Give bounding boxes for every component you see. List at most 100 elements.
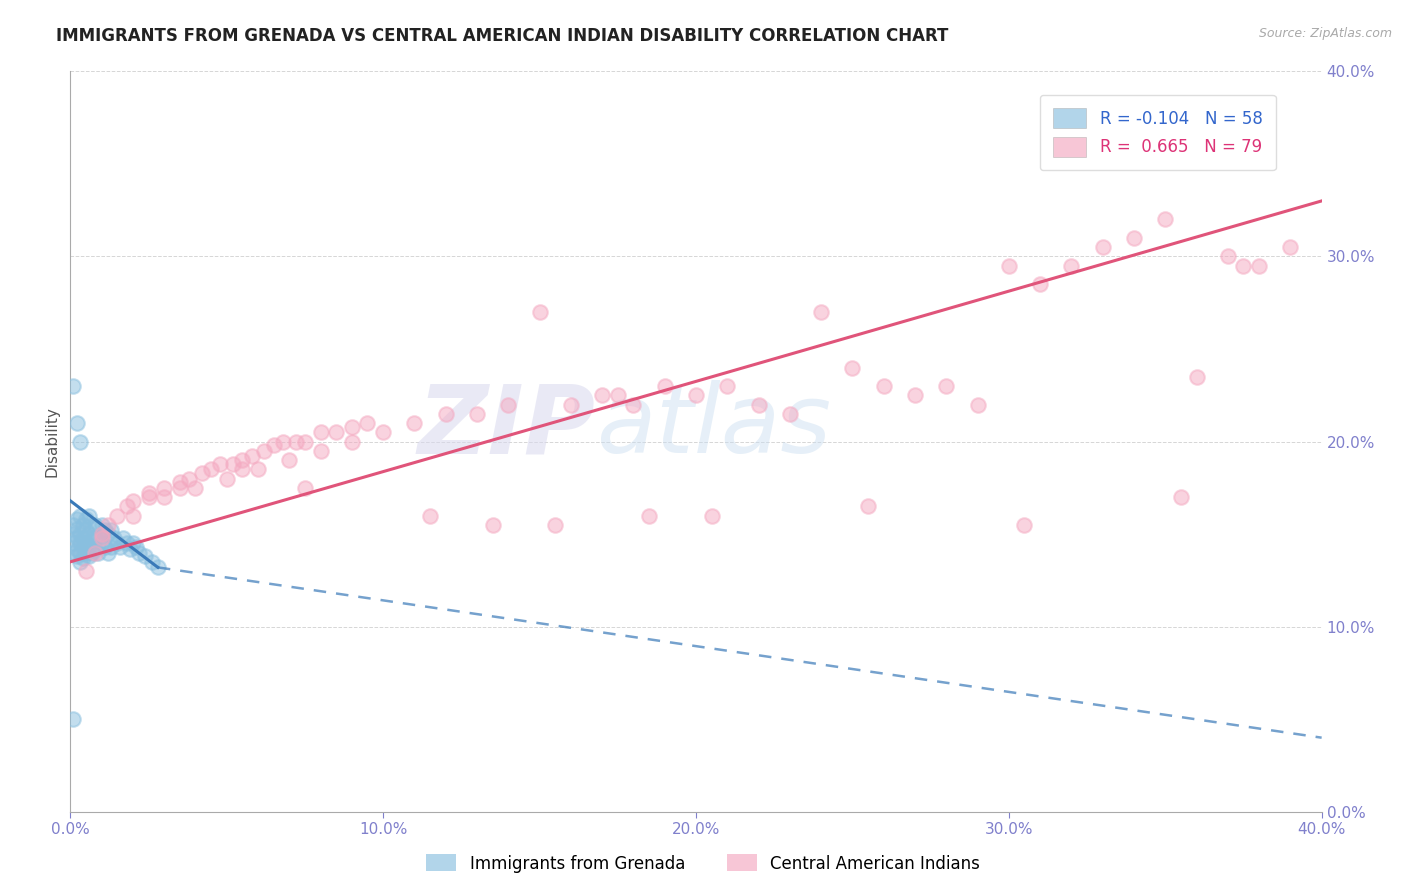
Point bbox=[72, 531, 94, 545]
Point bbox=[638, 508, 661, 523]
Point bbox=[65, 522, 87, 536]
Point bbox=[62, 517, 84, 532]
Point bbox=[125, 540, 148, 554]
Point bbox=[1029, 277, 1052, 292]
Point bbox=[75, 564, 97, 578]
Point bbox=[69, 508, 91, 523]
Point bbox=[93, 524, 115, 538]
Point bbox=[465, 407, 488, 421]
Point bbox=[90, 517, 112, 532]
Point bbox=[1216, 250, 1239, 264]
Point bbox=[84, 541, 107, 556]
Point bbox=[179, 472, 201, 486]
Point bbox=[591, 388, 613, 402]
Point bbox=[419, 508, 441, 523]
Point bbox=[200, 462, 222, 476]
Point bbox=[90, 527, 112, 541]
Point bbox=[138, 486, 160, 500]
Point bbox=[118, 541, 141, 556]
Point bbox=[138, 490, 160, 504]
Point bbox=[340, 434, 363, 449]
Point bbox=[62, 536, 84, 550]
Point bbox=[72, 517, 94, 532]
Point bbox=[856, 500, 879, 514]
Point bbox=[1279, 240, 1302, 254]
Point bbox=[1014, 517, 1036, 532]
Point bbox=[97, 545, 120, 560]
Point bbox=[810, 305, 832, 319]
Point bbox=[498, 398, 520, 412]
Point bbox=[1091, 240, 1114, 254]
Point bbox=[115, 536, 138, 550]
Legend: R = -0.104   N = 58, R =  0.665   N = 79: R = -0.104 N = 58, R = 0.665 N = 79 bbox=[1039, 95, 1275, 170]
Point bbox=[77, 540, 100, 554]
Point bbox=[153, 490, 176, 504]
Point bbox=[75, 524, 97, 538]
Point bbox=[62, 527, 84, 541]
Point bbox=[716, 379, 738, 393]
Point bbox=[841, 360, 863, 375]
Point bbox=[190, 466, 212, 480]
Point bbox=[621, 398, 644, 412]
Point bbox=[87, 545, 110, 560]
Point bbox=[240, 450, 263, 464]
Point bbox=[278, 453, 301, 467]
Point bbox=[169, 481, 191, 495]
Point bbox=[1249, 259, 1271, 273]
Point bbox=[309, 443, 332, 458]
Point bbox=[62, 379, 84, 393]
Point bbox=[340, 419, 363, 434]
Text: ZIP: ZIP bbox=[418, 380, 596, 474]
Point bbox=[90, 536, 112, 550]
Point bbox=[62, 545, 84, 560]
Point bbox=[72, 540, 94, 554]
Y-axis label: Disability: Disability bbox=[44, 406, 59, 477]
Point bbox=[560, 398, 582, 412]
Point bbox=[134, 549, 156, 564]
Point bbox=[72, 551, 94, 566]
Point bbox=[231, 462, 253, 476]
Point bbox=[184, 481, 207, 495]
Legend: Immigrants from Grenada, Central American Indians: Immigrants from Grenada, Central America… bbox=[419, 847, 987, 880]
Point bbox=[209, 457, 232, 471]
Point bbox=[222, 457, 245, 471]
Point bbox=[1170, 490, 1192, 504]
Point bbox=[69, 555, 91, 569]
Point bbox=[69, 434, 91, 449]
Point bbox=[112, 531, 135, 545]
Point bbox=[75, 536, 97, 550]
Point bbox=[65, 541, 87, 556]
Point bbox=[935, 379, 957, 393]
Point bbox=[434, 407, 457, 421]
Point bbox=[966, 398, 988, 412]
Point bbox=[77, 549, 100, 564]
Point bbox=[110, 540, 132, 554]
Point bbox=[371, 425, 394, 440]
Point bbox=[1232, 259, 1254, 273]
Point bbox=[169, 475, 191, 490]
Point bbox=[529, 305, 551, 319]
Point bbox=[105, 536, 128, 550]
Point bbox=[153, 481, 176, 495]
Point bbox=[65, 512, 87, 526]
Point bbox=[481, 517, 503, 532]
Point bbox=[253, 443, 276, 458]
Point bbox=[904, 388, 927, 402]
Point bbox=[115, 500, 138, 514]
Point bbox=[748, 398, 770, 412]
Point bbox=[325, 425, 347, 440]
Point bbox=[65, 531, 87, 545]
Point bbox=[872, 379, 894, 393]
Point bbox=[87, 531, 110, 545]
Point bbox=[1154, 212, 1177, 227]
Point bbox=[97, 527, 120, 541]
Text: IMMIGRANTS FROM GRENADA VS CENTRAL AMERICAN INDIAN DISABILITY CORRELATION CHART: IMMIGRANTS FROM GRENADA VS CENTRAL AMERI… bbox=[56, 27, 949, 45]
Point bbox=[100, 540, 122, 554]
Point bbox=[82, 531, 104, 545]
Point bbox=[121, 536, 145, 550]
Point bbox=[75, 545, 97, 560]
Point bbox=[121, 493, 145, 508]
Point bbox=[141, 555, 163, 569]
Point bbox=[84, 517, 107, 532]
Point bbox=[146, 560, 169, 574]
